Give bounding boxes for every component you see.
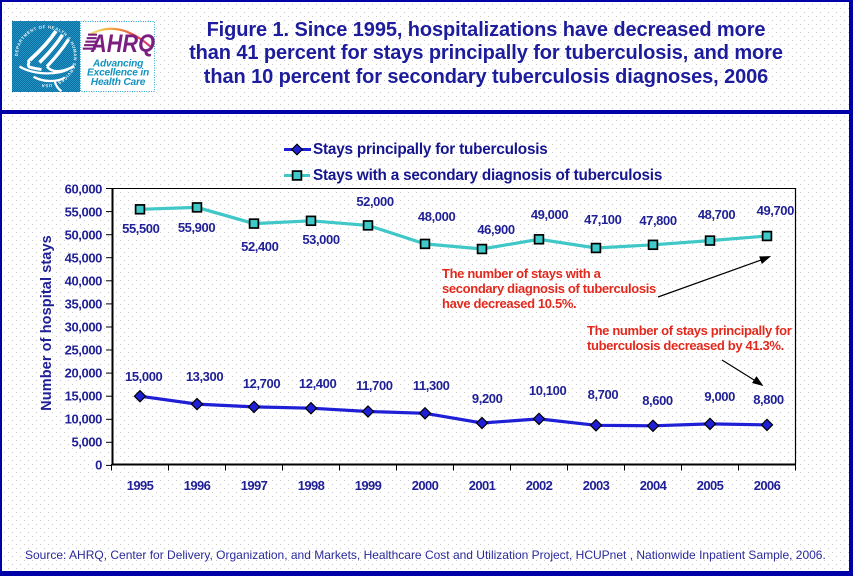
svg-text:AHRQ: AHRQ xyxy=(90,30,155,58)
svg-text:Excellence in: Excellence in xyxy=(87,68,149,79)
svg-text:Advancing: Advancing xyxy=(92,59,144,70)
svg-text:Health Care: Health Care xyxy=(91,77,146,88)
